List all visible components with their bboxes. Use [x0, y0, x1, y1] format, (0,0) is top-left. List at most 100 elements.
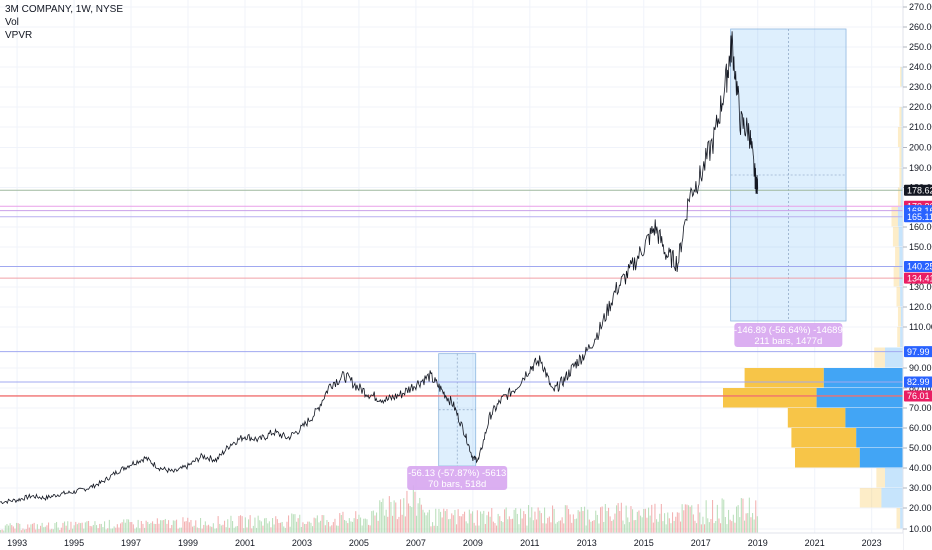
volume-bar — [128, 519, 130, 533]
price-tick-label: 20.00 — [909, 503, 932, 513]
legend-volume[interactable]: Vol — [5, 17, 19, 28]
volume-bar — [633, 520, 635, 533]
volume-bar — [385, 509, 387, 533]
volume-bar — [452, 515, 454, 533]
volume-bar — [648, 507, 650, 533]
volume-bar — [300, 526, 302, 533]
volume-bar — [168, 520, 170, 533]
volume-bar — [444, 511, 446, 533]
volume-bar — [8, 525, 10, 533]
volume-bar — [318, 522, 320, 533]
price-tags: 178.62170.36168.16165.11140.25134.4197.9… — [904, 184, 932, 402]
volume-bar — [275, 516, 277, 533]
volume-bar — [88, 520, 90, 533]
vpvr-down-bar — [816, 388, 903, 408]
volume-bar — [329, 526, 331, 533]
volume-bar — [86, 521, 88, 533]
vpvr-up-bar — [876, 468, 885, 488]
vpvr-down-bar — [900, 508, 903, 529]
vpvr-down-bar — [900, 307, 903, 327]
volume-bar — [182, 517, 184, 533]
volume-bar — [748, 497, 750, 533]
legend-symbol-title[interactable]: 3M COMPANY, 1W, NYSE — [5, 4, 123, 15]
volume-bar — [94, 521, 96, 533]
volume-bar — [358, 514, 360, 533]
volume-bar — [241, 516, 243, 533]
volume-bar — [651, 504, 653, 533]
volume-bar — [568, 509, 570, 533]
volume-bar — [184, 521, 186, 533]
volume-bar — [308, 521, 310, 533]
volume-bar — [584, 506, 586, 533]
volume-bar — [188, 522, 190, 533]
price-tick-label: 120.00 — [909, 302, 932, 312]
volume-bar — [524, 514, 526, 533]
volume-bar — [588, 519, 590, 533]
volume-bar — [585, 525, 587, 533]
volume-bar — [553, 508, 555, 533]
volume-bar — [342, 511, 344, 533]
volume-bar — [196, 527, 198, 533]
vpvr-up-bar — [874, 347, 885, 368]
volume-bar — [6, 524, 8, 533]
time-tick-label: 2019 — [748, 538, 768, 548]
volume-bar — [745, 513, 747, 533]
volume-bar — [659, 513, 661, 533]
volume-bar — [156, 518, 158, 533]
volume-bar — [265, 517, 267, 533]
volume-bar — [400, 499, 402, 533]
volume-bar — [140, 521, 142, 533]
vpvr-down-bar — [823, 368, 903, 388]
volume-bar — [433, 525, 435, 533]
volume-bar — [574, 519, 576, 533]
volume-bar — [185, 521, 187, 533]
volume-bar — [692, 514, 694, 533]
volume-bar — [672, 512, 674, 533]
volume-bar — [640, 515, 642, 533]
volume-bar — [472, 511, 474, 533]
volume-bar — [211, 526, 213, 533]
measure-label-line1: -56.13 (-57.87%) -5613 — [408, 468, 506, 479]
volume-bar — [516, 513, 518, 533]
volume-bar — [688, 505, 690, 533]
volume-bar — [291, 513, 293, 533]
volume-bar — [587, 509, 589, 533]
volume-bar — [20, 530, 22, 533]
volume-bar — [555, 523, 557, 533]
volume-bar — [734, 522, 736, 533]
volume-bar — [360, 517, 362, 533]
volume-bar — [262, 525, 264, 533]
volume-bar — [11, 525, 13, 533]
price-tick-label: 70.00 — [909, 403, 932, 413]
volume-bar — [267, 523, 269, 533]
volume-bar — [110, 528, 112, 533]
volume-bar — [676, 512, 678, 533]
volume-bar — [436, 525, 438, 533]
time-tick-label: 2001 — [235, 538, 255, 548]
volume-bar — [224, 520, 226, 533]
volume-bar — [92, 524, 94, 533]
volume-bar — [179, 527, 181, 533]
price-tag-label: 140.25 — [907, 262, 932, 272]
vpvr-up-bar — [787, 408, 846, 428]
volume-bar — [702, 516, 704, 533]
volume-bars — [0, 485, 758, 533]
volume-bar — [108, 519, 110, 533]
legend-vpvr[interactable]: VPVR — [5, 30, 33, 41]
volume-bar — [161, 520, 163, 533]
volume-bar — [201, 528, 203, 533]
volume-bar — [264, 518, 266, 533]
volume-bar — [518, 524, 520, 533]
volume-bar — [134, 528, 136, 533]
volume-bar — [550, 522, 552, 533]
volume-bar — [353, 518, 355, 533]
volume-bar — [131, 522, 133, 533]
volume-bar — [617, 503, 619, 533]
volume-bar — [614, 513, 616, 533]
volume-bar — [449, 518, 451, 533]
volume-bar — [512, 518, 514, 533]
volume-bar — [363, 518, 365, 533]
volume-bar — [409, 505, 411, 533]
